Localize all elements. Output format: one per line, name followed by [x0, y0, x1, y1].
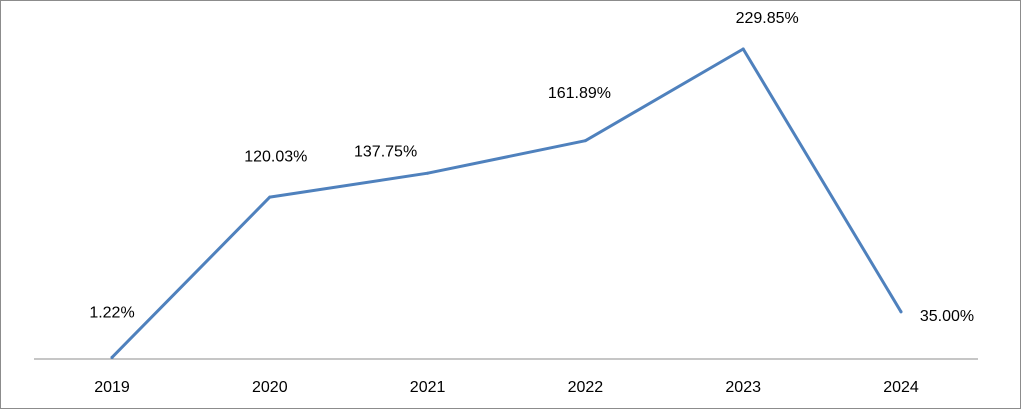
- data-point-2023: [741, 47, 745, 51]
- data-point-2019: [110, 355, 114, 359]
- x-tick-label-2021: 2021: [410, 379, 446, 396]
- data-label-2024: 35.00%: [920, 308, 974, 325]
- data-label-layer: 1.22% 120.03% 137.75% 161.89% 229.85% 35.00%: [89, 10, 974, 325]
- x-tick-layer: 2019 2020 2021 2022 2023 2024: [94, 379, 919, 396]
- data-label-2023: 229.85%: [736, 10, 799, 27]
- data-label-2021: 137.75%: [354, 143, 417, 160]
- data-point-2022: [583, 139, 587, 143]
- data-point-2024: [899, 310, 903, 314]
- x-tick-label-2019: 2019: [94, 379, 130, 396]
- x-tick-label-2020: 2020: [252, 379, 288, 396]
- series-layer: [110, 47, 903, 359]
- data-point-2021: [426, 171, 430, 175]
- data-label-2020: 120.03%: [244, 148, 307, 165]
- x-tick-label-2023: 2023: [725, 379, 761, 396]
- series-line: [110, 47, 903, 359]
- x-tick-label-2022: 2022: [568, 379, 604, 396]
- data-label-2022: 161.89%: [548, 85, 611, 102]
- x-tick-label-2024: 2024: [883, 379, 919, 396]
- data-label-2019: 1.22%: [89, 305, 134, 322]
- data-point-2020: [268, 195, 272, 199]
